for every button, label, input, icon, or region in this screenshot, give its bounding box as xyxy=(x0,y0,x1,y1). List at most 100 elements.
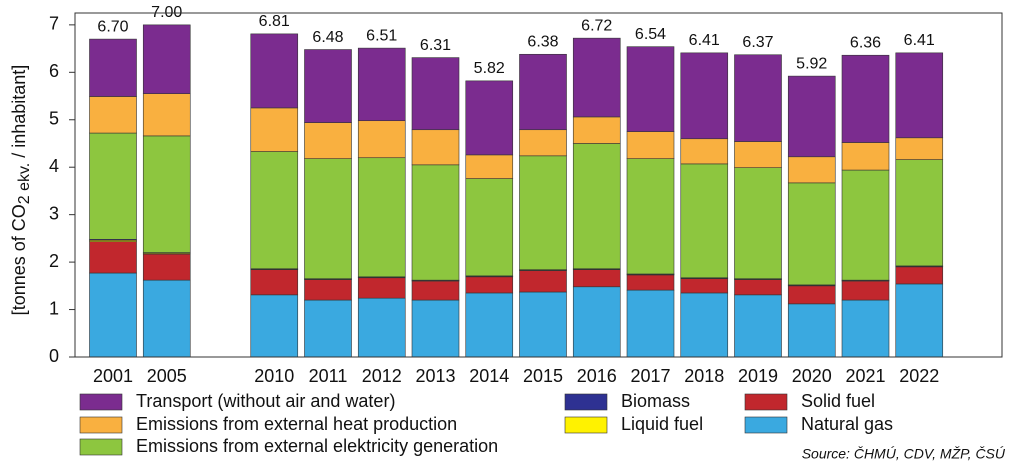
x-tick-label: 2013 xyxy=(415,366,455,386)
legend-label: Transport (without air and water) xyxy=(136,391,395,411)
x-tick-label: 2011 xyxy=(309,366,348,386)
bar-segment xyxy=(304,49,352,123)
bar-segment xyxy=(841,142,890,171)
bar-segment xyxy=(465,276,514,294)
bar-segment xyxy=(841,299,890,358)
bar-segment xyxy=(626,274,675,291)
bar-segment xyxy=(89,132,137,240)
bar-segment xyxy=(841,169,890,281)
bar-segment xyxy=(572,116,621,144)
legend-swatch xyxy=(564,393,608,411)
bar-segment xyxy=(787,285,836,305)
y-axis-label: [tonnes of CO2 ekv. / inhabitant] xyxy=(9,65,33,316)
bar-segment xyxy=(626,46,675,132)
bar-segment xyxy=(572,269,621,288)
bar-segment xyxy=(89,241,137,274)
x-tick-label: 2001 xyxy=(93,366,133,386)
total-label-bg xyxy=(310,28,346,46)
total-label-bg xyxy=(256,13,292,31)
bar-segment xyxy=(572,37,621,118)
total-label: 6.41 xyxy=(689,32,720,49)
bar-segment xyxy=(89,38,137,97)
bar-segment xyxy=(680,138,729,165)
legend-swatch xyxy=(79,438,123,456)
bar-segment xyxy=(411,129,460,166)
total-label-bg xyxy=(95,18,131,36)
bar-segment xyxy=(304,122,352,159)
bar-segment xyxy=(895,266,944,285)
legend-label: Biomass xyxy=(621,391,690,411)
source: Source: ČHMÚ, CDV, MŽP, ČSÚ xyxy=(802,446,1006,462)
x-tick-label: 2014 xyxy=(469,366,509,386)
bar-segment xyxy=(734,54,782,142)
y-tick-label: 4 xyxy=(49,156,59,176)
legend-swatch xyxy=(79,393,123,411)
bar-segment xyxy=(787,303,836,358)
bar-segment xyxy=(626,131,675,159)
bar-segment xyxy=(572,286,621,358)
bar-segment xyxy=(411,280,460,301)
bar-segment xyxy=(895,159,944,267)
bar-segment xyxy=(519,155,567,270)
bar-segment xyxy=(734,141,782,168)
total-label-bg xyxy=(471,60,507,78)
total-label: 6.51 xyxy=(366,27,397,44)
bar-segment xyxy=(357,277,406,299)
bar-segment xyxy=(895,52,944,139)
x-tick-label: 2005 xyxy=(147,366,187,386)
y-label-sub: 2 ekv. xyxy=(16,163,33,205)
bar-segment xyxy=(250,151,299,270)
bar-segment xyxy=(465,292,514,358)
bar-segment xyxy=(357,120,406,159)
bar-segment xyxy=(250,107,299,152)
total-label-bg xyxy=(847,34,884,52)
bar-segment xyxy=(357,297,406,358)
bar-segment xyxy=(572,143,621,270)
bar-segment xyxy=(734,279,782,296)
bar-segment xyxy=(841,280,890,301)
bar-segment xyxy=(895,137,944,160)
x-tick-label: 2012 xyxy=(362,366,402,386)
bar-segment xyxy=(411,299,460,358)
bar-segment xyxy=(787,156,836,184)
bar-segment xyxy=(895,283,944,358)
bar-segment xyxy=(411,164,460,281)
total-label-bg xyxy=(579,17,615,35)
legend-label: Emissions from external heat production xyxy=(136,414,457,434)
bar-segment xyxy=(680,163,729,279)
bar-segment xyxy=(89,96,137,134)
total-label-bg xyxy=(794,55,830,73)
total-label: 6.31 xyxy=(420,37,451,54)
legend-label: Solid fuel xyxy=(801,391,875,411)
bar-segment xyxy=(465,178,514,277)
bar-segment xyxy=(465,154,514,179)
total-label: 5.92 xyxy=(796,55,827,72)
bar-segment xyxy=(142,93,191,137)
bar-segment xyxy=(142,135,191,253)
total-label: 6.81 xyxy=(259,13,290,30)
bar-segment xyxy=(304,299,352,358)
total-label: 6.38 xyxy=(527,33,558,50)
bar-segment xyxy=(519,291,567,358)
bar-segment xyxy=(787,75,836,158)
total-label: 6.41 xyxy=(904,32,935,49)
y-tick-label: 7 xyxy=(49,14,59,34)
x-tick-label: 2016 xyxy=(577,366,617,386)
bar-segment xyxy=(680,278,729,294)
legend-swatch xyxy=(744,393,788,411)
total-label: 6.54 xyxy=(635,26,666,43)
bar-segment xyxy=(304,279,352,301)
total-label-bg xyxy=(740,33,776,51)
bar-segment xyxy=(304,158,352,280)
y-label-main: [tonnes of CO xyxy=(9,204,29,315)
total-label-bg xyxy=(632,25,669,43)
legend-swatch xyxy=(79,416,123,434)
total-label-bg xyxy=(525,33,561,51)
y-tick-label: 5 xyxy=(49,109,59,129)
bar-segment xyxy=(519,53,567,131)
total-label: 6.72 xyxy=(581,17,612,34)
total-label: 5.82 xyxy=(474,60,505,77)
bar-segment xyxy=(142,279,191,358)
x-tick-label: 2010 xyxy=(254,366,294,386)
bar-segment xyxy=(89,272,137,358)
